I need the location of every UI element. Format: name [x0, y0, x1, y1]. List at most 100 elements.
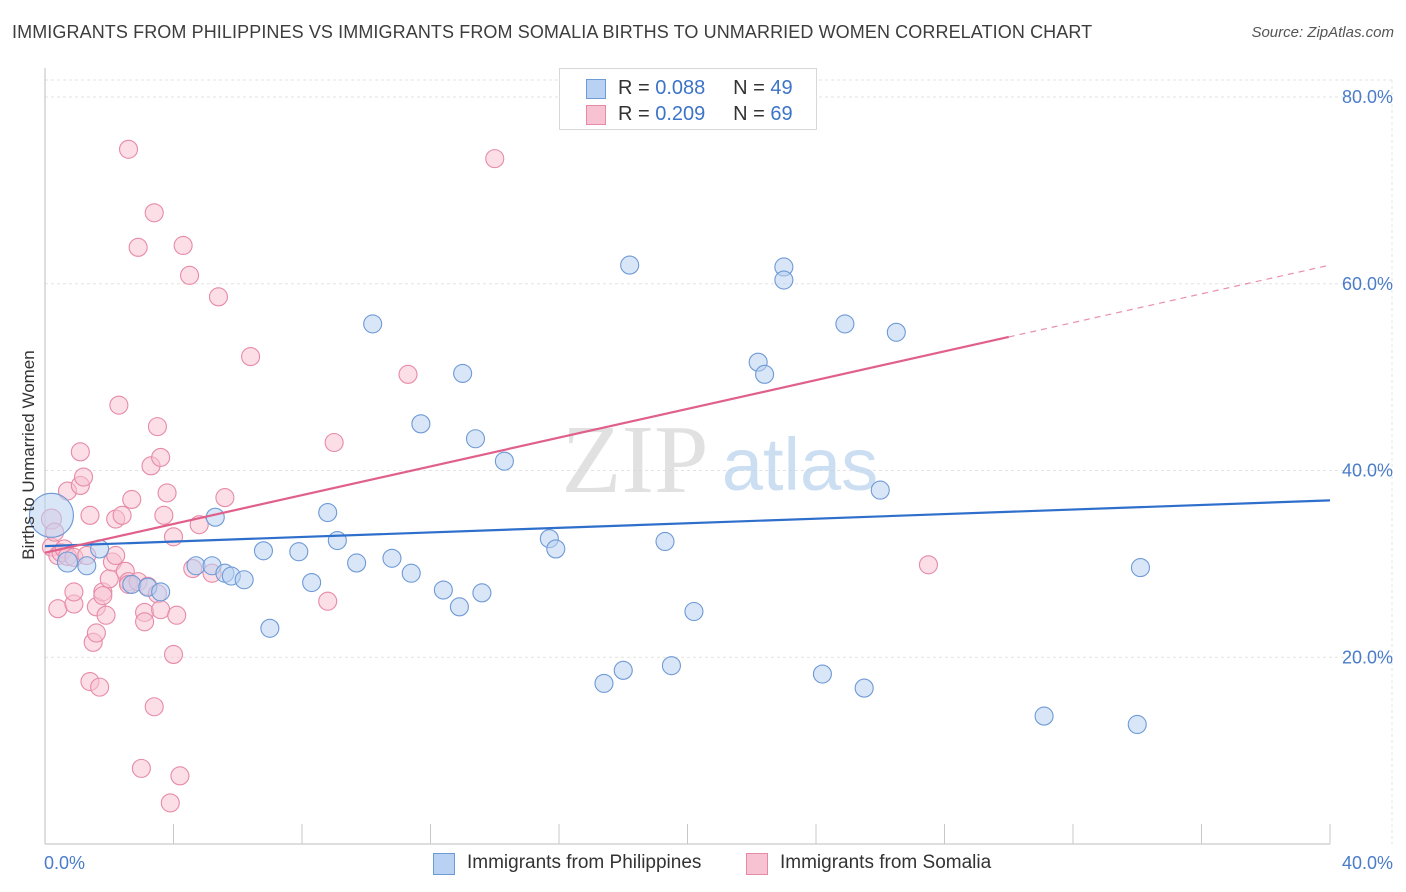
point-somalia — [93, 586, 113, 606]
point-philippines — [774, 270, 794, 290]
point-somalia — [398, 364, 418, 384]
point-somalia — [147, 417, 167, 437]
chart-title: IMMIGRANTS FROM PHILIPPINES VS IMMIGRANT… — [12, 22, 1093, 42]
bottom-legend-label-philippines: Immigrants from Philippines — [467, 852, 702, 873]
point-somalia — [151, 447, 171, 467]
point-somalia — [112, 505, 132, 525]
point-somalia — [151, 600, 171, 620]
point-philippines — [1130, 558, 1151, 578]
point-philippines — [1127, 714, 1147, 735]
point-somalia — [90, 677, 110, 697]
bottom-legend-swatch-philippines — [433, 853, 455, 875]
point-philippines — [433, 580, 453, 600]
point-philippines — [854, 678, 874, 698]
point-somalia — [157, 483, 177, 503]
point-philippines — [260, 618, 280, 638]
grid-layer — [45, 79, 1393, 844]
point-philippines — [205, 507, 225, 527]
point-philippines — [755, 364, 775, 384]
point-philippines — [122, 574, 142, 594]
point-philippines — [401, 563, 421, 583]
point-somalia — [241, 347, 261, 367]
trend-layer — [44, 264, 1331, 554]
point-somalia — [318, 591, 338, 611]
point-somalia — [74, 467, 94, 487]
point-philippines — [302, 572, 322, 593]
legend-n-label: N = — [733, 77, 765, 99]
point-somalia — [122, 489, 142, 509]
point-somalia — [215, 488, 235, 508]
point-philippines — [151, 582, 171, 602]
point-philippines — [661, 656, 681, 676]
point-somalia — [48, 599, 68, 619]
legend-swatch-philippines — [586, 79, 606, 99]
point-somalia — [109, 395, 129, 415]
point-philippines — [812, 664, 832, 684]
point-philippines — [886, 322, 906, 342]
point-somalia — [96, 605, 116, 625]
point-philippines — [234, 570, 254, 590]
bottom-legend-swatch-somalia — [746, 853, 768, 875]
point-somalia — [324, 432, 344, 453]
legend-swatch-somalia — [586, 105, 606, 125]
point-philippines — [870, 480, 890, 500]
point-philippines — [186, 556, 206, 576]
trend-line-somalia-extension — [1008, 264, 1331, 338]
point-philippines — [347, 553, 367, 573]
point-philippines — [465, 429, 486, 449]
trend-line-somalia — [44, 335, 1009, 554]
point-somalia — [131, 758, 151, 778]
point-somalia — [163, 644, 184, 664]
point-philippines — [289, 542, 309, 562]
legend-n-label: N = — [733, 103, 765, 125]
point-philippines — [253, 541, 274, 561]
label-layer: Births to Unmarried Women — [19, 350, 38, 559]
point-somalia — [144, 203, 164, 223]
point-philippines — [1034, 706, 1054, 726]
x-tick-label-end: 40.0% — [1342, 853, 1393, 873]
legend-r-label: R = — [618, 77, 650, 99]
point-philippines — [382, 548, 402, 568]
x-tick-label-start: 0.0% — [44, 853, 85, 873]
y-tick-label: 40.0% — [1342, 461, 1393, 481]
point-somalia — [170, 766, 190, 786]
watermark-zip: ZIP — [562, 406, 709, 514]
legend-r-value-philippines: 0.088 — [655, 77, 706, 99]
point-philippines — [363, 314, 383, 334]
point-somalia — [160, 793, 180, 813]
point-somalia — [99, 569, 119, 589]
point-somalia — [167, 605, 187, 625]
y-tick-label: 20.0% — [1342, 647, 1393, 667]
point-philippines — [613, 660, 633, 680]
legend-r-value-somalia: 0.209 — [655, 103, 706, 125]
point-philippines — [318, 502, 338, 523]
point-somalia — [80, 505, 100, 525]
point-somalia — [208, 287, 229, 307]
point-somalia — [106, 545, 126, 566]
watermark-atlas: atlas — [722, 423, 878, 506]
point-somalia — [64, 582, 84, 602]
point-philippines — [56, 551, 79, 573]
y-axis-label: Births to Unmarried Women — [19, 350, 38, 559]
watermark: ZIP atlas — [562, 406, 879, 514]
point-philippines — [453, 363, 473, 383]
legend-n-value-philippines: 49 — [770, 77, 793, 99]
point-philippines — [494, 451, 514, 471]
point-somalia — [918, 555, 938, 575]
point-philippines — [472, 583, 492, 603]
point-philippines — [28, 492, 74, 538]
point-somalia — [135, 612, 155, 632]
points-layer — [28, 139, 1151, 813]
y-tick-label: 60.0% — [1342, 274, 1393, 294]
point-somalia — [485, 149, 505, 169]
point-philippines — [411, 414, 431, 434]
point-somalia — [163, 527, 184, 547]
point-somalia — [118, 139, 139, 159]
point-somalia — [173, 235, 193, 256]
trend-line-philippines — [44, 499, 1331, 548]
point-philippines — [835, 314, 855, 334]
point-philippines — [327, 530, 347, 551]
point-philippines — [77, 556, 97, 576]
point-philippines — [449, 597, 469, 617]
